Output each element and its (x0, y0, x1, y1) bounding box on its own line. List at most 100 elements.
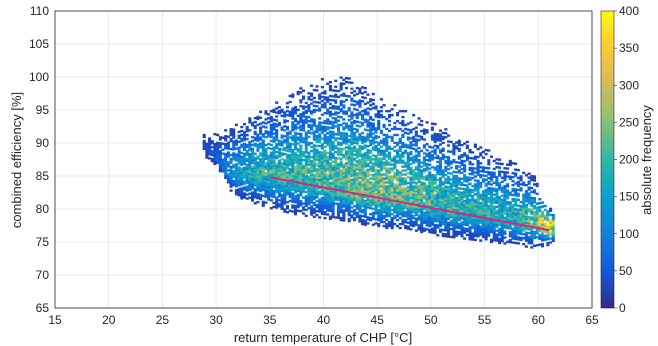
density-cell (396, 197, 400, 200)
density-cell (245, 185, 249, 188)
density-cell (479, 166, 483, 169)
density-cell (420, 197, 424, 200)
density-cell (522, 233, 526, 236)
density-cell (401, 199, 405, 202)
density-cell (495, 158, 499, 161)
density-cell (269, 195, 273, 198)
density-cell (387, 189, 392, 192)
density-cell (312, 146, 316, 149)
density-cell (288, 172, 292, 175)
density-cell (326, 98, 330, 101)
density-cell (218, 157, 222, 161)
density-cell (422, 227, 426, 230)
density-cell (275, 196, 279, 199)
density-cell (519, 226, 523, 230)
density-cell (436, 146, 440, 150)
density-cell (210, 159, 214, 163)
density-cell (339, 195, 343, 198)
density-cell (527, 208, 531, 211)
density-cell (277, 169, 281, 172)
density-cell (540, 221, 545, 224)
density-cell (307, 203, 311, 206)
density-cell (293, 169, 298, 172)
density-cell (331, 160, 335, 163)
density-cell (363, 189, 367, 193)
density-cell (353, 197, 357, 200)
density-cell (242, 162, 247, 165)
density-cell (283, 111, 287, 114)
density-cell (377, 177, 381, 180)
density-cell (385, 153, 389, 156)
density-cell (347, 146, 351, 150)
density-cell (498, 186, 502, 189)
density-cell (489, 230, 494, 234)
density-cell (481, 194, 485, 197)
density-cell (253, 202, 257, 205)
density-cell (318, 162, 322, 166)
density-cell (272, 126, 276, 129)
density-cell (361, 195, 365, 198)
density-cell (326, 173, 330, 177)
density-cell (522, 209, 526, 212)
density-cell (543, 208, 547, 212)
density-cell (382, 181, 386, 184)
density-cell (374, 184, 378, 187)
density-cell (226, 151, 230, 154)
density-cell (457, 171, 461, 174)
density-cell (353, 108, 357, 111)
density-cell (272, 154, 276, 157)
density-cell (328, 130, 332, 133)
density-cell (275, 154, 279, 158)
density-cell (232, 170, 236, 173)
density-cell (304, 180, 308, 184)
density-cell (224, 160, 228, 164)
density-cell (342, 110, 346, 113)
density-cell (503, 194, 507, 198)
density-cell (318, 158, 322, 162)
density-cell (465, 233, 469, 237)
density-cell (457, 214, 461, 218)
density-cell (463, 221, 467, 224)
density-cell (447, 217, 451, 220)
density-cell (336, 175, 341, 178)
density-cell (532, 220, 537, 224)
density-cell (358, 188, 362, 191)
density-cell (358, 162, 362, 166)
density-cell (334, 194, 338, 197)
density-cell (251, 195, 255, 198)
density-cell (310, 187, 314, 190)
density-cell (275, 188, 279, 191)
density-cell (267, 180, 271, 183)
density-cell (245, 169, 249, 172)
density-cell (318, 97, 322, 100)
density-cell (334, 192, 338, 195)
density-cell (318, 95, 322, 98)
density-cell (398, 137, 402, 141)
density-cell (489, 189, 494, 192)
density-cell (516, 180, 520, 184)
density-cell (385, 159, 389, 162)
density-cell (524, 191, 528, 195)
density-cell (382, 207, 386, 210)
density-cell (425, 129, 429, 132)
density-cell (436, 184, 440, 187)
density-cell (460, 207, 464, 210)
density-cell (414, 193, 418, 197)
density-cell (406, 221, 410, 224)
density-cell (336, 173, 341, 176)
density-cell (232, 164, 236, 167)
density-cell (293, 173, 298, 176)
density-cell (527, 237, 531, 241)
density-cell (465, 180, 469, 183)
density-cell (516, 194, 520, 198)
density-cell (551, 213, 555, 217)
density-cell (401, 119, 405, 123)
density-cell (358, 121, 362, 124)
density-cell (264, 118, 268, 121)
density-cell (498, 221, 502, 225)
density-cell (506, 185, 510, 188)
density-cell (441, 212, 445, 216)
density-cell (245, 171, 249, 174)
density-cell (393, 133, 397, 137)
density-cell (259, 138, 263, 141)
